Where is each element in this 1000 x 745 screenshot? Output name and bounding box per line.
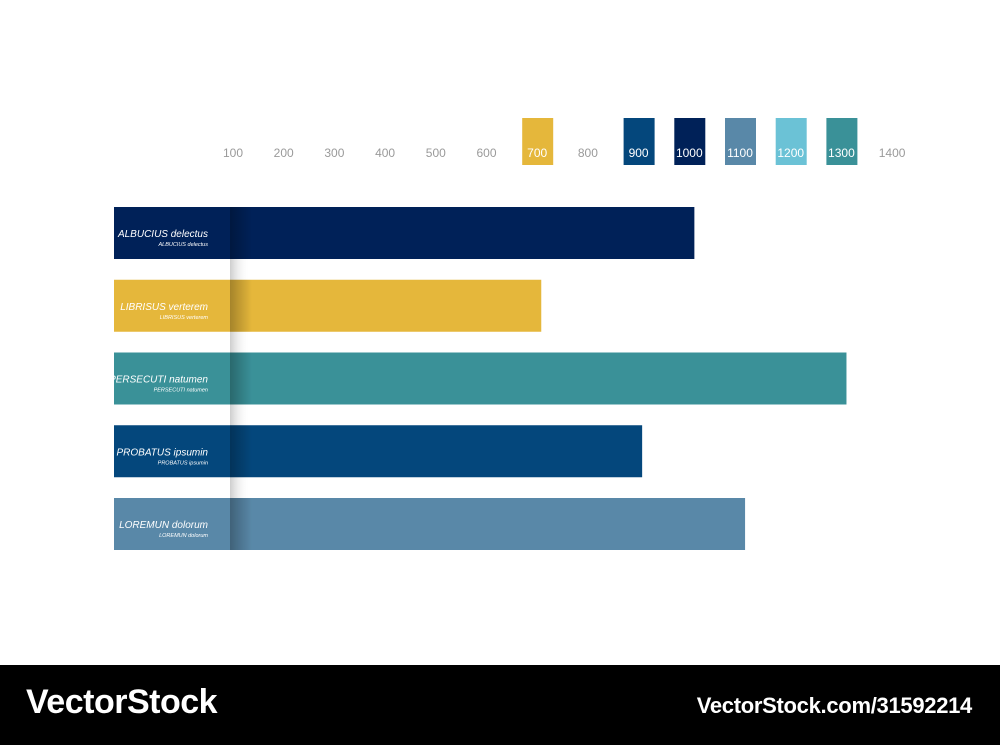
footer-banner: VectorStock VectorStock.com/31592214: [0, 665, 1000, 745]
bar-sublabel: LIBRISUS verterem: [160, 315, 209, 321]
bar-sublabel: PERSECUTI natumen: [154, 388, 208, 394]
tick-label-100: 100: [223, 146, 243, 160]
tick-highlight-900: [623, 118, 655, 165]
tick-label-400: 400: [375, 146, 395, 160]
bar-persecuti: PERSECUTI natumen PERSECUTI natumen: [109, 352, 847, 405]
tick-label-800: 800: [578, 146, 598, 160]
tick-label-1400: 1400: [879, 146, 906, 160]
image-id-text: VectorStock.com/31592214: [696, 693, 973, 718]
bar-shadow: [230, 352, 252, 405]
bar-label: PERSECUTI natumen: [109, 375, 208, 386]
brand-logo-text: VectorStock: [26, 683, 218, 721]
tick-label-700: 700: [527, 146, 547, 160]
bar-chart: 100 200 300 400 500 600 700 800 900 1000 1100 1200 1…: [109, 118, 906, 550]
tick-label-1300: 1300: [828, 146, 855, 160]
bar-rect: [114, 207, 695, 259]
x-axis-ticks: 100 200 300 400 500 600 700 800 900 1000 1100 1200 1…: [223, 118, 906, 165]
bar-sublabel: LOREMUN dolorum: [159, 533, 208, 539]
tick-label-300: 300: [324, 146, 344, 160]
bar-rect: [114, 352, 847, 405]
bar-shadow: [230, 207, 252, 259]
bar-librisus: LIBRISUS verterem LIBRISUS verterem: [114, 279, 542, 332]
bar-sublabel: ALBUCIUS delectus: [157, 242, 208, 248]
tick-label-200: 200: [274, 146, 294, 160]
tick-label-1000: 1000: [676, 146, 703, 160]
tick-highlight-1300: [826, 118, 858, 165]
bar-label: ALBUCIUS delectus: [117, 229, 208, 240]
bar-label: LIBRISUS verterem: [120, 302, 208, 313]
bar-loremun: LOREMUN dolorum LOREMUN dolorum: [114, 498, 746, 550]
bar-albucius: ALBUCIUS delectus ALBUCIUS delectus: [114, 207, 695, 259]
bar-rect: [114, 279, 542, 332]
bar-label: PROBATUS ipsumin: [116, 447, 208, 458]
tick-highlight-700: [522, 118, 554, 165]
bar-rect: [114, 498, 746, 550]
tick-highlight-1200: [775, 118, 807, 165]
bar-rect: [114, 425, 643, 478]
bar-probatus: PROBATUS ipsumin PROBATUS ipsumin: [114, 425, 643, 478]
tick-label-600: 600: [476, 146, 496, 160]
bar-shadow: [230, 279, 252, 332]
bars: ALBUCIUS delectus ALBUCIUS delectus LIBRIS…: [109, 207, 847, 550]
tick-label-900: 900: [629, 146, 649, 160]
bar-shadow: [230, 498, 252, 550]
tick-label-500: 500: [426, 146, 446, 160]
tick-highlight-1100: [725, 118, 756, 165]
bar-sublabel: PROBATUS ipsumin: [158, 460, 208, 466]
tick-label-1200: 1200: [777, 146, 804, 160]
bar-shadow: [230, 425, 252, 478]
tick-highlight-1000: [674, 118, 706, 165]
tick-label-1100: 1100: [727, 146, 753, 160]
bar-label: LOREMUN dolorum: [119, 520, 208, 531]
